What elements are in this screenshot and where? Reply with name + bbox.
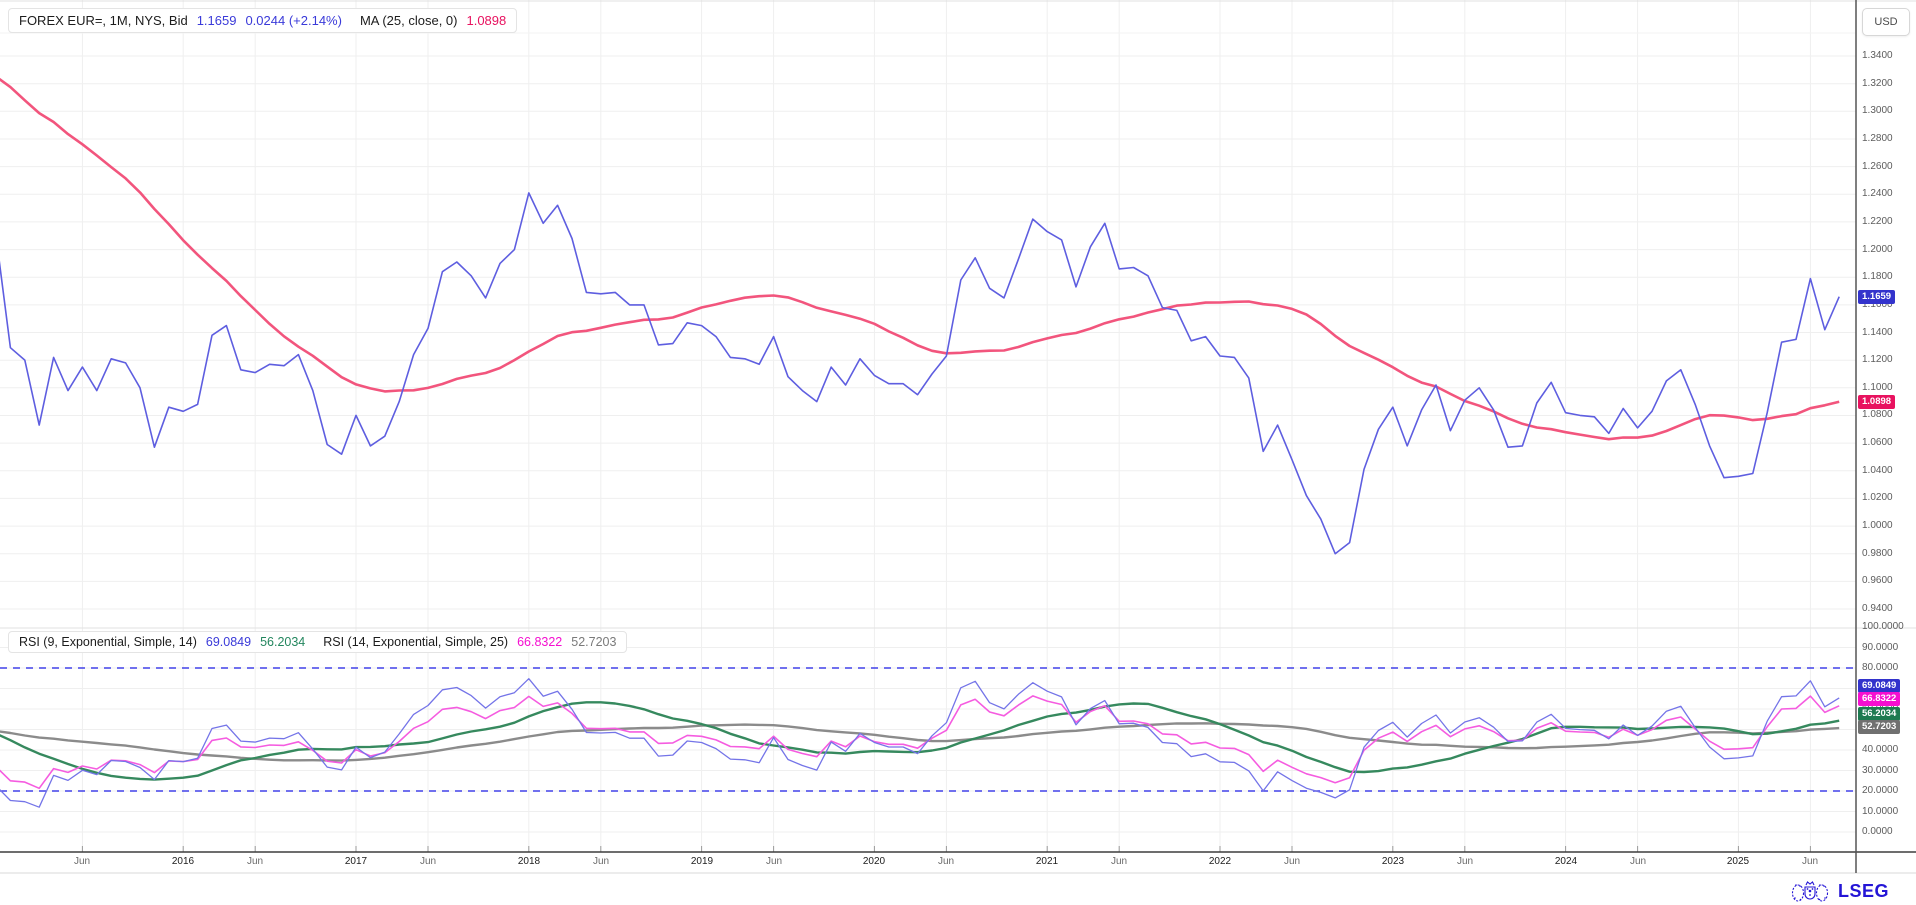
ma-value: 1.0898 <box>466 13 507 28</box>
x-axis-year-label: 2016 <box>171 856 195 867</box>
price-tick-label: 1.0600 <box>1862 437 1893 448</box>
ma-label: MA (25, close, 0) <box>359 13 458 28</box>
x-axis-year-label: 2020 <box>862 856 886 867</box>
x-axis-year-label: 2021 <box>1035 856 1059 867</box>
rsi-value-badge: 52.7203 <box>1858 720 1901 734</box>
rsi-tick-label: 30.0000 <box>1862 765 1899 776</box>
rsi-tick-label: 40.0000 <box>1862 744 1899 755</box>
price-tick-label: 1.2400 <box>1862 188 1893 199</box>
rsi2-value: 66.8322 <box>517 635 563 649</box>
rsi-value-badge: 69.0849 <box>1858 679 1901 693</box>
price-tick-label: 1.1600 <box>1862 299 1893 310</box>
price-tick-label: 1.1400 <box>1862 327 1893 338</box>
x-axis-year-label: 2018 <box>517 856 541 867</box>
price-tick-label: 1.0000 <box>1862 520 1893 531</box>
price-tick-label: 0.9600 <box>1862 575 1893 586</box>
price-tick-label: 0.9800 <box>1862 548 1893 559</box>
rsi1-ma-value: 56.2034 <box>260 635 306 649</box>
price-tick-label: 1.1800 <box>1862 271 1893 282</box>
price-tick-label: 1.1000 <box>1862 382 1893 393</box>
x-axis-year-label: 2023 <box>1381 856 1405 867</box>
rsi-value-badge: 66.8322 <box>1858 692 1901 706</box>
x-axis-month-label: Jun <box>1801 856 1819 867</box>
price-tick-label: 1.0800 <box>1862 409 1893 420</box>
price-tick-label: 1.2800 <box>1862 133 1893 144</box>
rsi-tick-label: 20.0000 <box>1862 785 1899 796</box>
x-axis-month-label: Jun <box>419 856 437 867</box>
rsi14-ma-line[interactable] <box>0 722 1840 762</box>
x-axis-month-label: Jun <box>1283 856 1301 867</box>
rsi2-ma-value: 52.7203 <box>571 635 617 649</box>
rsi9-line[interactable] <box>0 678 1840 808</box>
x-axis-year-label: 2022 <box>1208 856 1232 867</box>
rsi-threshold-lines <box>0 667 1856 792</box>
lseg-wordmark: LSEG <box>1838 880 1890 901</box>
rsi1-label: RSI (9, Exponential, Simple, 14) <box>19 635 197 649</box>
rsi-tick-label: 80.0000 <box>1862 662 1899 673</box>
price-tick-label: 1.2600 <box>1862 161 1893 172</box>
price-legend[interactable]: FOREX EUR=, 1M, NYS, Bid 1.1659 0.0244 (… <box>8 8 518 33</box>
x-axis-month-label: Jun <box>1456 856 1474 867</box>
price-tick-label: 1.2200 <box>1862 216 1893 227</box>
rsi-tick-label: 90.0000 <box>1862 642 1899 653</box>
price-tick-label: 1.3200 <box>1862 78 1893 89</box>
price-line[interactable] <box>0 187 1840 555</box>
price-tick-label: 1.0400 <box>1862 465 1893 476</box>
x-axis-year-label: 2019 <box>690 856 714 867</box>
x-axis-month-label: Jun <box>937 856 955 867</box>
price-value-badge: 1.1659 <box>1858 290 1896 304</box>
rsi-tick-label: 10.0000 <box>1862 806 1899 817</box>
rsi1-value: 69.0849 <box>205 635 252 649</box>
ma-line[interactable] <box>0 72 1840 441</box>
price-tick-label: 1.3400 <box>1862 50 1893 61</box>
x-axis-month-label: Jun <box>1110 856 1128 867</box>
x-axis-month-label: Jun <box>73 856 91 867</box>
price-tick-label: 1.1200 <box>1862 354 1893 365</box>
x-axis-month-label: Jun <box>765 856 783 867</box>
price-tick-label: 1.3000 <box>1862 105 1893 116</box>
last-price: 1.1659 <box>196 13 237 28</box>
axis-lines <box>0 0 1916 874</box>
rsi-tick-label: 100.0000 <box>1862 621 1904 632</box>
instrument-label: FOREX EUR=, 1M, NYS, Bid <box>19 13 188 28</box>
lseg-logo: LSEG <box>1788 876 1889 905</box>
rsi14-line[interactable] <box>0 695 1840 790</box>
price-change: 0.0244 (+2.14%) <box>245 13 342 28</box>
rsi-value-badge: 56.2034 <box>1858 707 1901 721</box>
price-value-badge: 1.0898 <box>1858 395 1896 409</box>
rsi9-ma-line[interactable] <box>0 701 1840 781</box>
currency-axis-button[interactable]: USD <box>1862 8 1910 36</box>
x-axis-month-label: Jun <box>246 856 264 867</box>
rsi2-label: RSI (14, Exponential, Simple, 25) <box>323 635 509 649</box>
rsi-legend[interactable]: RSI (9, Exponential, Simple, 14) 69.0849… <box>8 631 628 653</box>
x-axis-year-label: 2024 <box>1554 856 1578 867</box>
price-tick-label: 1.2000 <box>1862 244 1893 255</box>
x-axis-year-label: 2025 <box>1726 856 1750 867</box>
price-tick-label: 0.9400 <box>1862 603 1893 614</box>
rsi-tick-label: 0.0000 <box>1862 826 1893 837</box>
price-tick-label: 1.0200 <box>1862 492 1893 503</box>
x-axis-month-label: Jun <box>1629 856 1647 867</box>
lseg-crest-icon <box>1791 881 1829 902</box>
gridlines <box>0 0 1856 852</box>
x-axis-month-label: Jun <box>592 856 610 867</box>
x-axis-year-label: 2017 <box>344 856 368 867</box>
